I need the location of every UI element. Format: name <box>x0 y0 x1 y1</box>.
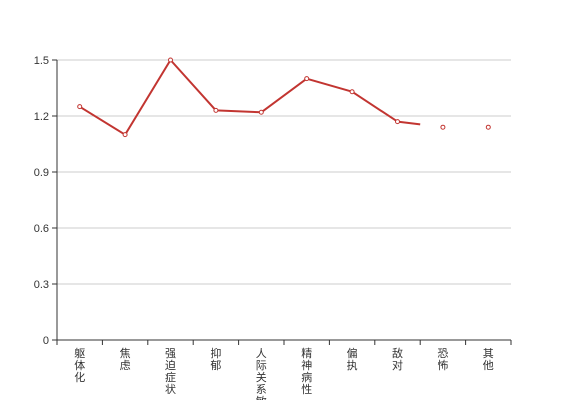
y-tick-label: 0.9 <box>34 167 49 179</box>
x-category-label: 恐怖 <box>437 347 448 372</box>
grid-lines <box>57 59 511 285</box>
y-tick-label: 0.3 <box>34 279 49 291</box>
x-category-label: 人际关系敏感 <box>256 347 267 400</box>
series-line <box>79 59 421 136</box>
x-category-label: 精神病性 <box>301 347 312 396</box>
x-category-label: 焦虑 <box>120 347 131 372</box>
series <box>77 57 491 138</box>
y-axis-tick-labels: 0 0.3 0.6 0.9 1.2 1.5 <box>34 55 49 347</box>
data-point <box>122 132 128 138</box>
x-category-label: 敌对 <box>392 346 403 372</box>
data-point <box>168 57 173 63</box>
y-tick-label: 1.5 <box>34 55 49 67</box>
x-category-label: 其他 <box>483 347 494 372</box>
y-tick-label: 0.6 <box>34 223 49 235</box>
y-tick-label: 0 <box>43 335 49 347</box>
x-category-label: 强迫症状 <box>165 347 176 396</box>
x-category-label: 偏执 <box>347 346 358 372</box>
x-category-label: 躯体化 <box>74 347 85 384</box>
data-point <box>349 89 355 95</box>
x-category-label: 抑郁 <box>210 346 221 372</box>
data-point <box>304 76 310 82</box>
data-point <box>258 109 264 115</box>
data-point <box>213 107 219 113</box>
y-tick-label: 1.2 <box>34 111 49 123</box>
data-point <box>77 104 83 110</box>
data-point <box>440 124 446 130</box>
data-point <box>485 124 491 130</box>
axes <box>52 59 512 345</box>
data-point <box>395 119 400 125</box>
x-axis-category-labels: 躯体化 焦虑 强迫症状 抑郁 人际关系敏感 精神病性 偏执 敌对 恐怖 其他 <box>74 346 494 400</box>
